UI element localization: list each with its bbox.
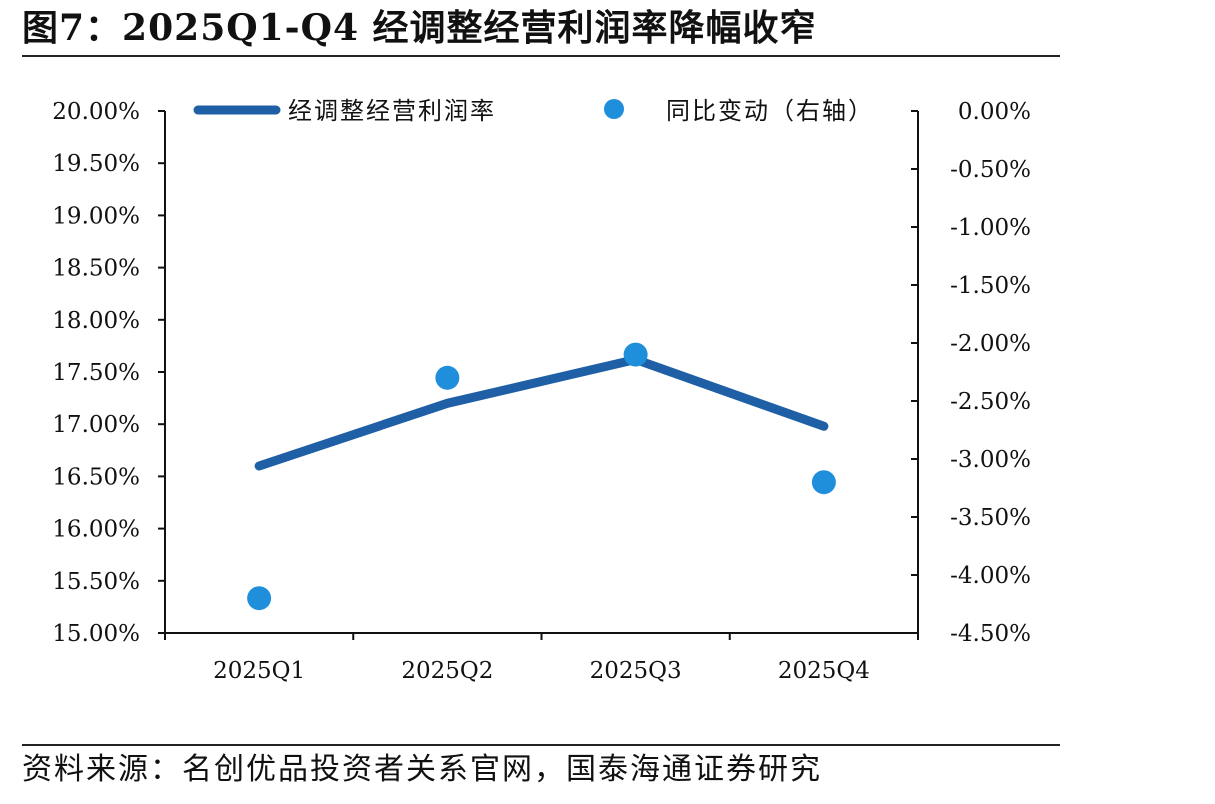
right-tick-label: -3.00%	[950, 447, 1031, 473]
x-tick-label: 2025Q2	[401, 658, 493, 684]
right-tick-label: -2.50%	[950, 389, 1031, 415]
left-tick-label: 18.00%	[52, 308, 140, 334]
left-tick-label: 17.50%	[52, 360, 140, 386]
right-tick-label: -1.50%	[950, 273, 1031, 299]
legend-label-line: 经调整经营利润率	[288, 97, 496, 125]
series-line-margin	[254, 354, 829, 471]
left-tick-label: 16.50%	[52, 464, 140, 490]
left-tick-label: 18.50%	[52, 256, 140, 282]
right-tick-label: 0.00%	[958, 99, 1031, 125]
left-tick-label: 15.50%	[52, 569, 140, 595]
left-tick-label: 19.00%	[52, 203, 140, 229]
legend-dot-swatch	[604, 99, 624, 119]
chart-area: 20.00% 19.50% 19.00% 18.50% 18.00% 17.50% 17.0…	[52, 97, 1031, 684]
right-tick-label: -4.50%	[950, 621, 1031, 647]
left-tick-label: 19.50%	[52, 151, 140, 177]
axes	[164, 111, 919, 634]
series-line-group	[254, 354, 829, 471]
x-tick-label: 2025Q4	[778, 658, 870, 684]
right-axis-ticks: 0.00% -0.50% -1.00% -1.50% -2.00% -2.50% -3.00…	[911, 99, 1031, 647]
right-tick-label: -1.00%	[950, 215, 1031, 241]
chart-title: 图7：2025Q1-Q4 经调整经营利润率降幅收窄	[22, 7, 817, 49]
x-tick-label: 2025Q1	[213, 658, 305, 684]
legend-label-dots: 同比变动（右轴）	[666, 97, 874, 125]
x-axis-ticks: 2025Q1 2025Q2 2025Q3 2025Q4	[164, 633, 919, 684]
legend: 经调整经营利润率 同比变动（右轴）	[193, 97, 874, 125]
series-dot-yoy-change	[247, 586, 272, 611]
left-tick-label: 17.00%	[52, 412, 140, 438]
right-tick-label: -2.00%	[950, 331, 1031, 357]
source-rule	[22, 744, 1060, 746]
series-dot-yoy-change	[811, 470, 836, 495]
left-tick-label: 15.00%	[52, 621, 140, 647]
series-dot-yoy-change	[435, 365, 460, 390]
series-dot-yoy-change	[623, 342, 648, 367]
x-tick-label: 2025Q3	[590, 658, 682, 684]
left-tick-label: 16.00%	[52, 517, 140, 543]
left-tick-label: 20.00%	[52, 99, 140, 125]
right-tick-label: -0.50%	[950, 157, 1031, 183]
series-dots-group	[247, 342, 836, 611]
title-underline	[22, 55, 1060, 57]
right-tick-label: -3.50%	[950, 505, 1031, 531]
left-axis-ticks: 20.00% 19.50% 19.00% 18.50% 18.00% 17.50% 17.0…	[52, 99, 165, 647]
source-note: 资料来源：名创优品投资者关系官网，国泰海通证券研究	[22, 752, 822, 787]
right-tick-label: -4.00%	[950, 563, 1031, 589]
